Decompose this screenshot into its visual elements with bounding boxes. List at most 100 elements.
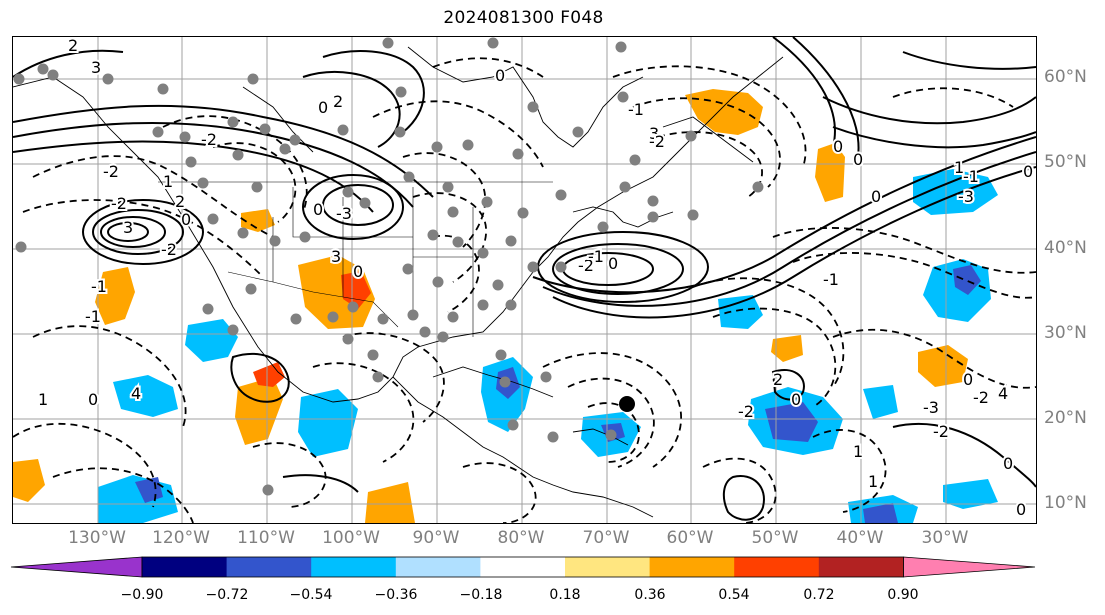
contours-positive xyxy=(13,37,1036,521)
shade-orange-atlantic-east xyxy=(918,345,968,387)
lon-label-110w: 110°W xyxy=(237,528,295,548)
contour-label: -1 xyxy=(823,270,839,289)
lon-label-50w: 50°W xyxy=(751,528,799,548)
contour-label: 0 xyxy=(495,66,505,85)
contour-label: 4 xyxy=(998,384,1008,403)
colorbar-tick-label: −0.36 xyxy=(374,587,418,603)
colorbar-cell xyxy=(311,557,397,577)
shade-blue-atlantic-se2 xyxy=(943,479,998,509)
contour-label: -3 xyxy=(923,398,939,417)
contour-label: 3 xyxy=(123,218,133,237)
colorbar-cell xyxy=(818,557,904,577)
contour-label: -3 xyxy=(336,204,352,223)
contour-label: 1 xyxy=(853,442,863,461)
contour-label: 1 xyxy=(163,172,173,191)
shade-blue-pacific-mid xyxy=(113,375,178,417)
shade-red-mexico xyxy=(341,271,371,309)
contour-label: 4 xyxy=(131,384,141,403)
colorbar-cell xyxy=(226,557,312,577)
shade-blue-mexico-w xyxy=(185,319,238,362)
lat-label-10n: 10°N xyxy=(1044,493,1087,513)
colorbar xyxy=(10,556,1036,578)
contour-label: -2 xyxy=(738,402,754,421)
colorbar-tick-label: 0.36 xyxy=(634,587,666,603)
contour-label: 0 xyxy=(608,254,618,273)
contour-label: 0 xyxy=(853,150,863,169)
lon-label-60w: 60°W xyxy=(666,528,714,548)
colorbar-cell xyxy=(565,557,651,577)
contour-label: 0 xyxy=(1003,454,1013,473)
shade-orange-pacific-sw xyxy=(13,459,45,502)
colorbar-tick-label: 0.54 xyxy=(718,587,750,603)
contour-label: 2 xyxy=(175,192,185,211)
contour-label: 0 xyxy=(313,200,323,219)
lat-label-60n: 60°N xyxy=(1044,67,1087,87)
contours-negative xyxy=(13,57,1036,523)
contour-label: 0 xyxy=(871,187,881,206)
shade-orange-s-pacific xyxy=(365,482,415,523)
shade-orange-central-am xyxy=(235,377,283,445)
shade-darkblue-atlantic-mid xyxy=(953,265,981,295)
lon-label-130w: 130°W xyxy=(68,528,126,548)
shade-orange-pacific-nw xyxy=(95,267,135,325)
anomaly-shading xyxy=(13,89,998,523)
colorbar-cell xyxy=(480,557,566,577)
contour-label: 0 xyxy=(1016,500,1026,519)
lat-label-40n: 40°N xyxy=(1044,238,1087,258)
colorbar-tick-label: 0.90 xyxy=(887,587,919,603)
shade-darkblue-atlantic-se xyxy=(863,503,898,523)
colorbar-tick-label: −0.54 xyxy=(289,587,333,603)
colorbar-cell xyxy=(649,557,735,577)
contour-label: -2 xyxy=(933,422,949,441)
shade-darkblue-atlantic-sw xyxy=(765,402,818,442)
lon-label-80w: 80°W xyxy=(497,528,545,548)
contour-label: 1 xyxy=(38,390,48,409)
contour-label: 0 xyxy=(353,262,363,281)
lon-label-40w: 40°W xyxy=(836,528,884,548)
contour-label: 0 xyxy=(181,210,191,229)
contour-label: -2 xyxy=(578,256,594,275)
map-panel: 2 3 -2 1 2 0 -2 3 -2 -1 -1 0 1 4 -2 0 2 0 -3 3 0 0 -1 3 -2 -1 0 -2 0… xyxy=(12,36,1037,524)
colorbar-cell xyxy=(142,557,228,577)
shade-orange-labrador xyxy=(685,89,763,135)
contour-label: 0 xyxy=(833,137,843,156)
storm-center-marker xyxy=(619,396,635,412)
lat-label-30n: 30°N xyxy=(1044,323,1087,343)
colorbar-cell xyxy=(10,556,143,578)
colorbar-tick-label: 0.18 xyxy=(549,587,581,603)
contour-label: 2 xyxy=(773,370,783,389)
lon-label-90w: 90°W xyxy=(412,528,460,548)
colorbar-cell xyxy=(395,557,481,577)
borders xyxy=(158,181,553,337)
contour-label: -2 xyxy=(201,130,217,149)
map-title: 2024081300 F048 xyxy=(443,8,604,28)
colorbar-cell xyxy=(734,557,820,577)
contour-label: 2 xyxy=(68,37,78,55)
contour-label: -2 xyxy=(161,240,177,259)
contour-label: -2 xyxy=(649,132,665,151)
contour-label: 3 xyxy=(91,58,101,77)
contour-label: 3 xyxy=(649,124,659,143)
contour-label: -1 xyxy=(85,307,101,326)
shade-orange-atlantic-ne xyxy=(815,143,845,202)
lat-label-20n: 20°N xyxy=(1044,408,1087,428)
contour-label: 1 xyxy=(868,472,878,491)
contour-label: -2 xyxy=(103,162,119,181)
shade-orange-atlantic-mid2 xyxy=(771,335,803,362)
contour-label: -2 xyxy=(111,194,127,213)
shade-blue-atlantic-mid3 xyxy=(718,295,763,329)
colorbar-tick-label: −0.72 xyxy=(205,587,249,603)
shade-blue-atlantic-mid4 xyxy=(863,385,898,419)
colorbar-cell xyxy=(903,556,1036,578)
colorbar-tick-label: −0.90 xyxy=(120,587,164,603)
contour-label: 2 xyxy=(333,92,343,111)
contour-label: 0 xyxy=(318,98,328,117)
lat-label-50n: 50°N xyxy=(1044,152,1087,172)
colorbar-tick-label: −0.18 xyxy=(459,587,503,603)
colorbar-outline xyxy=(141,556,904,578)
colorbar-cells xyxy=(10,556,1036,578)
contour-label: -1 xyxy=(963,167,979,186)
contour-label: 1 xyxy=(954,158,964,177)
